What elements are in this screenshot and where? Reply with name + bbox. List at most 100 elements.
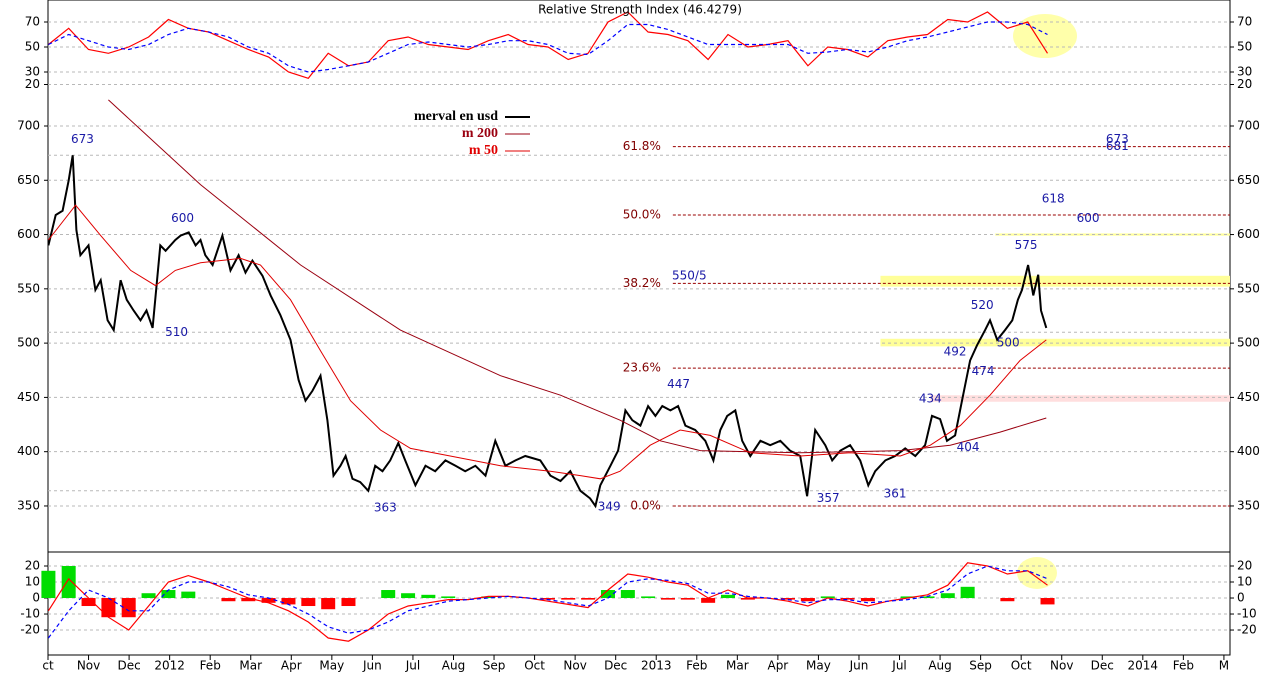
band xyxy=(880,338,1230,347)
histogram-bar xyxy=(840,598,855,600)
y-tick-label: 50 xyxy=(25,40,40,54)
histogram-bar xyxy=(540,598,555,600)
data-label: 404 xyxy=(957,440,980,454)
y-tick-label: 700 xyxy=(17,118,40,132)
histogram-bar xyxy=(680,598,695,600)
data-label: 681 xyxy=(1106,139,1129,153)
histogram-bar xyxy=(321,598,336,610)
y-tick-label: 450 xyxy=(17,390,40,404)
data-label: 520 xyxy=(971,298,994,312)
data-label: 600 xyxy=(1077,211,1100,225)
y-tick-label: 650 xyxy=(17,173,40,187)
x-tick-label: Jun xyxy=(362,659,382,673)
histogram-bar xyxy=(401,593,416,599)
x-tick-label: M xyxy=(1219,659,1229,673)
y-tick-label: -20 xyxy=(1237,623,1257,637)
fib-label: 50.0% xyxy=(623,208,661,222)
data-label: 600 xyxy=(171,211,194,225)
fib-label: 23.6% xyxy=(623,361,661,375)
histogram-bar xyxy=(181,591,196,599)
x-tick-label: Feb xyxy=(200,659,221,673)
x-tick-label: ct xyxy=(42,659,54,673)
histogram-bar xyxy=(161,590,176,599)
histogram-bar xyxy=(860,598,875,602)
histogram-bar xyxy=(301,598,316,607)
data-label: 500 xyxy=(997,336,1020,350)
data-label: 575 xyxy=(1015,238,1038,252)
y-tick-label: 0 xyxy=(1237,591,1245,605)
y-tick-label: 700 xyxy=(1237,118,1260,132)
plot-frame xyxy=(47,0,1231,656)
y-tick-label: 600 xyxy=(17,227,40,241)
x-tick-label: Sep xyxy=(969,659,992,673)
y-tick-label: 350 xyxy=(1237,498,1260,512)
fib-label: 38.2% xyxy=(623,276,661,290)
histogram-bar xyxy=(641,596,656,599)
histogram-bar xyxy=(1040,598,1055,605)
data-label: 349 xyxy=(598,500,621,514)
histogram-bar xyxy=(581,598,596,600)
data-label: 510 xyxy=(165,325,188,339)
chart-title: Relative Strength Index (46.4279) xyxy=(538,3,742,17)
x-tick-label: 2014 xyxy=(1128,659,1159,673)
histogram-bar xyxy=(101,598,116,618)
x-tick-label: Nov xyxy=(1050,659,1073,673)
y-tick-label: 50 xyxy=(1237,40,1252,54)
y-tick-label: -10 xyxy=(1237,607,1257,621)
highlight xyxy=(1017,557,1057,589)
y-tick-label: 70 xyxy=(25,15,40,29)
histogram-bar xyxy=(141,593,156,599)
y-tick-label: 400 xyxy=(17,444,40,458)
histogram-bar xyxy=(600,590,615,599)
series-line xyxy=(48,204,1047,480)
histogram-bar xyxy=(341,598,356,607)
y-tick-label: 20 xyxy=(1237,77,1252,91)
y-tick-label: 500 xyxy=(17,336,40,350)
x-tick-label: Oct xyxy=(1011,659,1032,673)
series-line xyxy=(48,11,1049,79)
y-tick-label: 550 xyxy=(1237,281,1260,295)
y-tick-label: 550 xyxy=(17,281,40,295)
histogram-bar xyxy=(421,594,436,599)
histogram-bar xyxy=(701,598,716,603)
x-tick-label: Feb xyxy=(686,659,707,673)
x-tick-label: Jun xyxy=(849,659,869,673)
histogram-bar xyxy=(221,598,236,602)
x-tick-label: Apr xyxy=(281,659,302,673)
y-tick-label: 10 xyxy=(25,575,40,589)
data-label: 447 xyxy=(667,377,690,391)
histogram-bar xyxy=(781,598,796,600)
x-tick-label: May xyxy=(319,659,344,673)
x-tick-label: Aug xyxy=(442,659,465,673)
y-tick-label: 500 xyxy=(1237,336,1260,350)
x-tick-label: 2013 xyxy=(641,659,672,673)
y-tick-label: 600 xyxy=(1237,227,1260,241)
x-tick-label: Nov xyxy=(563,659,586,673)
histogram-bar xyxy=(281,598,296,605)
histogram-bar xyxy=(940,593,955,599)
x-tick-label: Dec xyxy=(1091,659,1114,673)
y-tick-label: 30 xyxy=(25,65,40,79)
series-line xyxy=(48,21,1048,73)
histogram-bar xyxy=(620,590,635,599)
y-tick-label: 20 xyxy=(1237,559,1252,573)
y-tick-label: 0 xyxy=(32,591,40,605)
histogram-bar xyxy=(481,596,496,599)
x-tick-label: Feb xyxy=(1173,659,1194,673)
x-tick-label: Dec xyxy=(604,659,627,673)
histogram-bar xyxy=(740,598,755,600)
fib-label: 0.0% xyxy=(630,498,661,512)
histogram-bar xyxy=(241,598,256,602)
y-tick-label: 30 xyxy=(1237,65,1252,79)
y-tick-label: 10 xyxy=(1237,575,1252,589)
data-label: 673 xyxy=(1106,132,1129,146)
x-tick-label: Mar xyxy=(239,659,262,673)
series-line xyxy=(108,99,1047,454)
histogram-bar xyxy=(800,598,815,602)
histogram-bar xyxy=(261,598,276,603)
histogram-bar xyxy=(920,596,935,599)
series-line xyxy=(47,562,1048,642)
y-tick-label: 20 xyxy=(25,77,40,91)
histogram-bar xyxy=(121,598,136,618)
